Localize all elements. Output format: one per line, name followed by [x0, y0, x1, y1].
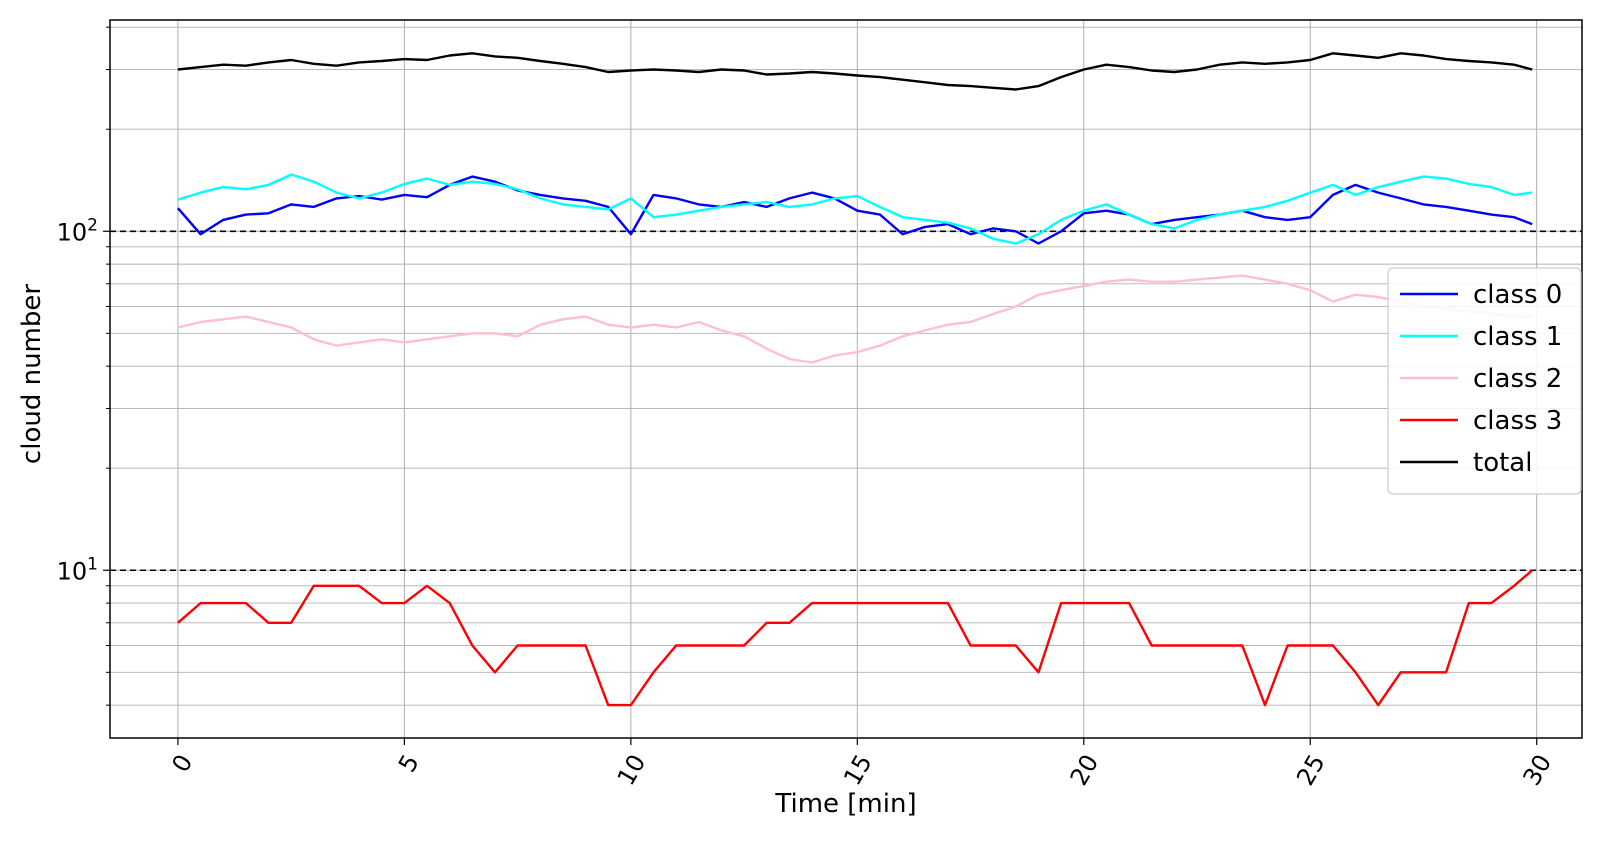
legend-label-0: class 0 — [1473, 280, 1562, 310]
series-line-3 — [177, 569, 1533, 707]
y-axis-ticks: 101 102 — [57, 26, 110, 706]
series-line-0 — [176, 175, 1533, 245]
legend-label-3: class 3 — [1473, 406, 1562, 436]
plot-frame — [109, 19, 1583, 739]
y-tick-label: 102 — [57, 215, 98, 246]
y-axis-label: cloud number — [17, 284, 47, 464]
x-axis-label: Time [min] — [774, 789, 916, 819]
legend-label-1: class 1 — [1473, 322, 1562, 352]
legend-label-4: total — [1473, 448, 1532, 478]
legend-label-2: class 2 — [1473, 364, 1562, 394]
reference-lines — [110, 230, 1582, 572]
series-lines — [176, 52, 1533, 707]
legend: class 0 class 1 class 2 class 3 total — [1387, 267, 1582, 495]
y-tick-label: 101 — [57, 554, 98, 585]
series-line-4 — [177, 52, 1533, 91]
legend-box — [1387, 267, 1582, 495]
series-line-1 — [177, 173, 1533, 245]
series-line-2 — [177, 274, 1533, 364]
